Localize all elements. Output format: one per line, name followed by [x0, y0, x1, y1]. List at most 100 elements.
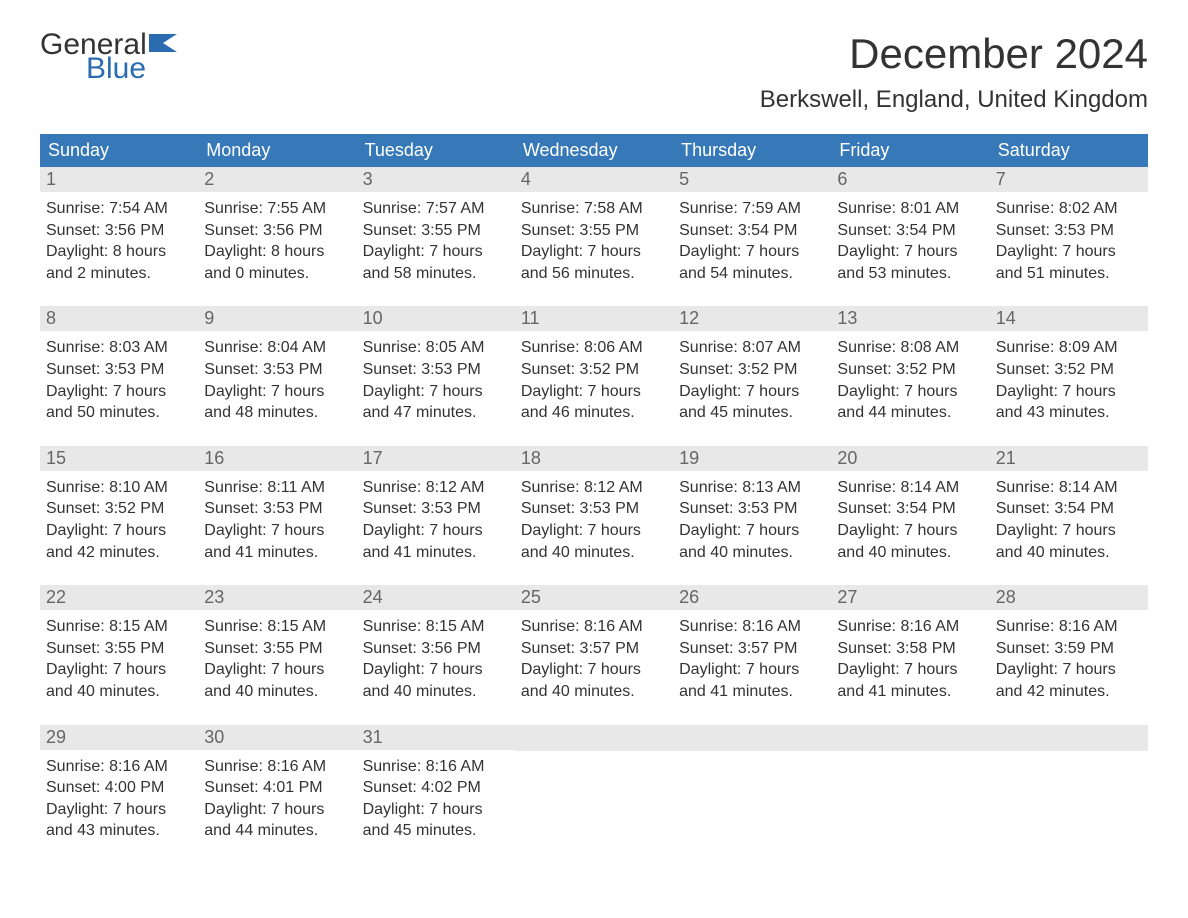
calendar-cell: 26Sunrise: 8:16 AMSunset: 3:57 PMDayligh…	[673, 585, 831, 724]
day-dl1: Daylight: 7 hours	[679, 659, 825, 681]
day-sunrise: Sunrise: 8:12 AM	[521, 477, 667, 499]
day-dl2: and 43 minutes.	[996, 402, 1142, 424]
day-number-empty	[990, 725, 1148, 751]
day-sunrise: Sunrise: 8:03 AM	[46, 337, 192, 359]
day-dl2: and 40 minutes.	[204, 681, 350, 703]
day-sunset: Sunset: 3:55 PM	[521, 220, 667, 242]
day-sunset: Sunset: 3:53 PM	[679, 498, 825, 520]
day-content: Sunrise: 8:16 AMSunset: 4:01 PMDaylight:…	[198, 750, 356, 864]
day-dl1: Daylight: 7 hours	[204, 520, 350, 542]
calendar-cell: 24Sunrise: 8:15 AMSunset: 3:56 PMDayligh…	[357, 585, 515, 724]
day-number: 24	[357, 585, 515, 610]
day-sunset: Sunset: 3:53 PM	[204, 359, 350, 381]
day-number: 22	[40, 585, 198, 610]
day-dl2: and 40 minutes.	[46, 681, 192, 703]
day-header-monday: Monday	[198, 134, 356, 167]
calendar-cell: 7Sunrise: 8:02 AMSunset: 3:53 PMDaylight…	[990, 167, 1148, 306]
day-content: Sunrise: 8:15 AMSunset: 3:56 PMDaylight:…	[357, 610, 515, 724]
day-content: Sunrise: 8:06 AMSunset: 3:52 PMDaylight:…	[515, 331, 673, 445]
day-sunrise: Sunrise: 8:11 AM	[204, 477, 350, 499]
calendar-cell: 31Sunrise: 8:16 AMSunset: 4:02 PMDayligh…	[357, 725, 515, 864]
calendar-cell: 8Sunrise: 8:03 AMSunset: 3:53 PMDaylight…	[40, 306, 198, 445]
day-content: Sunrise: 8:02 AMSunset: 3:53 PMDaylight:…	[990, 192, 1148, 306]
day-dl2: and 0 minutes.	[204, 263, 350, 285]
day-number: 4	[515, 167, 673, 192]
day-number: 2	[198, 167, 356, 192]
day-sunrise: Sunrise: 8:14 AM	[996, 477, 1142, 499]
day-dl1: Daylight: 7 hours	[363, 659, 509, 681]
day-header-sunday: Sunday	[40, 134, 198, 167]
day-dl2: and 41 minutes.	[837, 681, 983, 703]
day-content: Sunrise: 8:16 AMSunset: 3:57 PMDaylight:…	[515, 610, 673, 724]
day-number: 30	[198, 725, 356, 750]
day-sunset: Sunset: 3:55 PM	[363, 220, 509, 242]
calendar-cell: 3Sunrise: 7:57 AMSunset: 3:55 PMDaylight…	[357, 167, 515, 306]
day-dl1: Daylight: 7 hours	[363, 381, 509, 403]
day-sunrise: Sunrise: 8:16 AM	[996, 616, 1142, 638]
day-dl1: Daylight: 7 hours	[837, 520, 983, 542]
day-sunset: Sunset: 3:58 PM	[837, 638, 983, 660]
day-number: 16	[198, 446, 356, 471]
day-dl2: and 40 minutes.	[679, 542, 825, 564]
day-dl2: and 41 minutes.	[679, 681, 825, 703]
day-dl2: and 41 minutes.	[363, 542, 509, 564]
day-number-empty	[673, 725, 831, 751]
day-number-empty	[515, 725, 673, 751]
day-dl1: Daylight: 7 hours	[363, 241, 509, 263]
day-dl2: and 50 minutes.	[46, 402, 192, 424]
day-sunset: Sunset: 3:54 PM	[837, 220, 983, 242]
week-row: 15Sunrise: 8:10 AMSunset: 3:52 PMDayligh…	[40, 446, 1148, 585]
day-number: 15	[40, 446, 198, 471]
calendar-cell: 21Sunrise: 8:14 AMSunset: 3:54 PMDayligh…	[990, 446, 1148, 585]
calendar-cell: 27Sunrise: 8:16 AMSunset: 3:58 PMDayligh…	[831, 585, 989, 724]
day-content: Sunrise: 8:05 AMSunset: 3:53 PMDaylight:…	[357, 331, 515, 445]
calendar-table: Sunday Monday Tuesday Wednesday Thursday…	[40, 134, 1148, 864]
day-dl1: Daylight: 7 hours	[46, 381, 192, 403]
day-number: 6	[831, 167, 989, 192]
day-number: 1	[40, 167, 198, 192]
day-dl1: Daylight: 7 hours	[204, 799, 350, 821]
calendar-cell: 22Sunrise: 8:15 AMSunset: 3:55 PMDayligh…	[40, 585, 198, 724]
day-content-empty	[673, 751, 831, 801]
day-sunrise: Sunrise: 8:13 AM	[679, 477, 825, 499]
day-content: Sunrise: 7:55 AMSunset: 3:56 PMDaylight:…	[198, 192, 356, 306]
day-dl2: and 47 minutes.	[363, 402, 509, 424]
day-dl1: Daylight: 7 hours	[204, 381, 350, 403]
day-content: Sunrise: 8:03 AMSunset: 3:53 PMDaylight:…	[40, 331, 198, 445]
day-number: 20	[831, 446, 989, 471]
calendar-cell	[673, 725, 831, 864]
day-dl2: and 40 minutes.	[521, 542, 667, 564]
calendar-cell: 13Sunrise: 8:08 AMSunset: 3:52 PMDayligh…	[831, 306, 989, 445]
day-dl1: Daylight: 8 hours	[204, 241, 350, 263]
day-sunrise: Sunrise: 8:06 AM	[521, 337, 667, 359]
day-dl1: Daylight: 7 hours	[679, 381, 825, 403]
day-content: Sunrise: 8:16 AMSunset: 4:00 PMDaylight:…	[40, 750, 198, 864]
day-sunrise: Sunrise: 8:02 AM	[996, 198, 1142, 220]
day-dl2: and 48 minutes.	[204, 402, 350, 424]
week-row: 1Sunrise: 7:54 AMSunset: 3:56 PMDaylight…	[40, 167, 1148, 306]
day-sunset: Sunset: 3:59 PM	[996, 638, 1142, 660]
day-number: 26	[673, 585, 831, 610]
day-number: 12	[673, 306, 831, 331]
day-dl1: Daylight: 7 hours	[679, 241, 825, 263]
week-row: 29Sunrise: 8:16 AMSunset: 4:00 PMDayligh…	[40, 725, 1148, 864]
day-sunset: Sunset: 3:52 PM	[996, 359, 1142, 381]
day-dl2: and 54 minutes.	[679, 263, 825, 285]
day-sunrise: Sunrise: 8:16 AM	[46, 756, 192, 778]
day-content-empty	[831, 751, 989, 801]
day-sunset: Sunset: 3:52 PM	[521, 359, 667, 381]
calendar-cell: 10Sunrise: 8:05 AMSunset: 3:53 PMDayligh…	[357, 306, 515, 445]
day-dl2: and 51 minutes.	[996, 263, 1142, 285]
day-header-row: Sunday Monday Tuesday Wednesday Thursday…	[40, 134, 1148, 167]
day-dl1: Daylight: 7 hours	[363, 520, 509, 542]
day-dl1: Daylight: 7 hours	[837, 241, 983, 263]
day-number: 5	[673, 167, 831, 192]
day-number: 25	[515, 585, 673, 610]
day-sunrise: Sunrise: 8:16 AM	[837, 616, 983, 638]
day-sunset: Sunset: 3:57 PM	[679, 638, 825, 660]
day-dl2: and 43 minutes.	[46, 820, 192, 842]
day-sunrise: Sunrise: 8:01 AM	[837, 198, 983, 220]
day-content: Sunrise: 8:16 AMSunset: 3:57 PMDaylight:…	[673, 610, 831, 724]
day-dl1: Daylight: 7 hours	[46, 659, 192, 681]
day-sunrise: Sunrise: 7:59 AM	[679, 198, 825, 220]
